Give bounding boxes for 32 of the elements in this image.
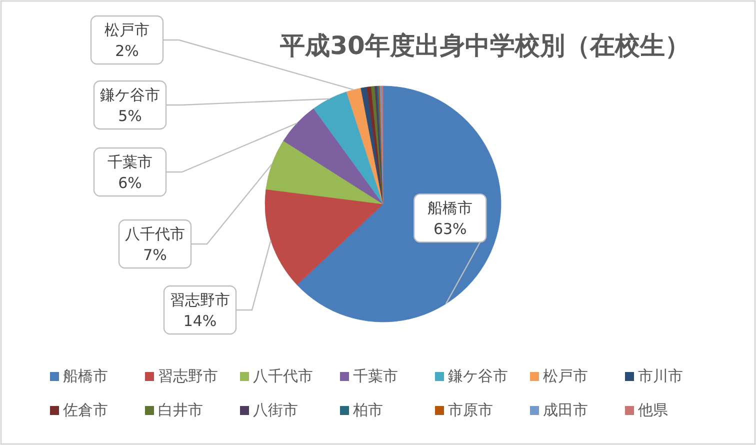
legend-label: 他県 [638, 401, 668, 419]
legend-label: 白井市 [158, 401, 203, 419]
data-label: 63% [433, 220, 467, 238]
legend-label: 八街市 [253, 401, 298, 419]
pie-slice [264, 189, 384, 285]
pie-slice [346, 88, 384, 204]
slice-label: 松戸市 [104, 21, 150, 39]
pie-slice [283, 108, 384, 204]
legend-label: 柏市 [352, 401, 383, 419]
chart-title: 平成30年度出身中学校別（在校生） [279, 31, 690, 60]
legend-label: 船橋市 [63, 367, 108, 385]
slice-label: 鎌ケ谷市 [100, 86, 160, 104]
legend-label: 市原市 [448, 401, 493, 419]
legend-label: 八千代市 [253, 367, 313, 385]
legend-label: 千葉市 [353, 367, 398, 385]
legend-label: 鎌ケ谷市 [448, 367, 508, 385]
slice-label: 船橋市 [428, 199, 473, 218]
legend-label: 習志野市 [158, 367, 218, 385]
slice-label: 八千代市 [125, 225, 185, 243]
legend-label: 松戸市 [543, 367, 588, 385]
data-label: 6% [118, 174, 142, 192]
slice-label: 千葉市 [108, 153, 152, 171]
data-label: 7% [143, 246, 167, 264]
legend-label: 市川市 [638, 367, 683, 385]
legend-label: 成田市 [543, 401, 588, 419]
data-label: 14% [183, 312, 217, 330]
slice-label: 習志野市 [170, 291, 230, 309]
data-label: 2% [115, 42, 139, 60]
pie-slice [313, 92, 384, 204]
data-label: 5% [118, 107, 142, 125]
pie-slice [266, 140, 384, 204]
legend-label: 佐倉市 [63, 401, 108, 419]
